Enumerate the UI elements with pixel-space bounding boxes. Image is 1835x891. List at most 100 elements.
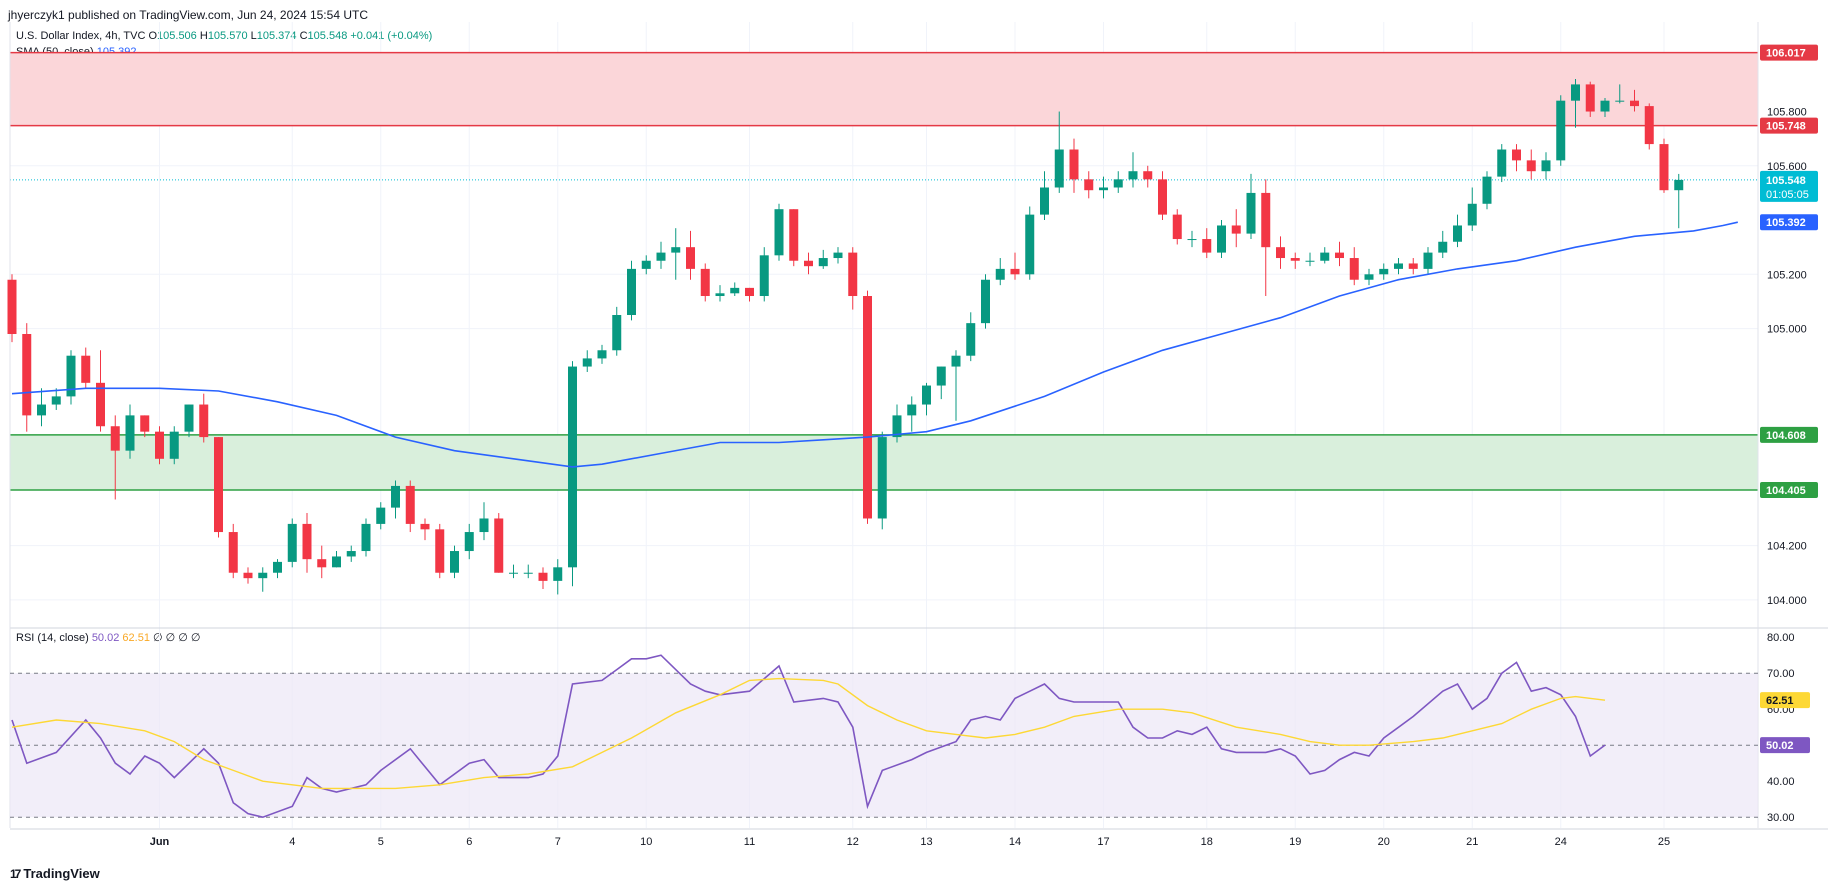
candle-body [627, 268, 636, 316]
candle-body [1099, 187, 1108, 191]
rsi-legend[interactable]: RSI (14, close) 50.02 62.51 ∅ ∅ ∅ ∅ [16, 631, 201, 644]
rsi-ma-value: 62.51 [122, 632, 150, 644]
time-tick-label: 13 [920, 836, 932, 848]
candle [1113, 171, 1123, 193]
candle [981, 274, 990, 329]
candle [1040, 171, 1049, 221]
candle [848, 247, 858, 310]
candle [1290, 252, 1300, 269]
rsi-ma-badge-bg [1760, 692, 1810, 709]
candle-body [833, 252, 843, 259]
candle-body [258, 572, 268, 579]
candle [715, 285, 725, 302]
tradingview-mark-icon: 17 [10, 866, 21, 881]
candle-body [140, 415, 150, 432]
candle-body [1231, 225, 1241, 234]
candle-body [1674, 179, 1684, 191]
candle [435, 523, 445, 579]
candle-body [1158, 179, 1167, 215]
candle [1659, 138, 1669, 193]
candle-body [1482, 176, 1492, 204]
candle [863, 290, 872, 524]
candle-body [1335, 252, 1344, 259]
candle [51, 388, 61, 410]
price-tick-label: 105.200 [1767, 269, 1807, 281]
candle [818, 249, 828, 269]
candle-body [1128, 171, 1138, 180]
candle-body [66, 355, 76, 397]
candle-body [479, 518, 489, 533]
candle-body [509, 572, 518, 574]
candle-body [391, 485, 400, 508]
candle [1438, 230, 1448, 259]
candle-body [877, 437, 887, 519]
candle-body [1084, 179, 1094, 191]
candle-body [464, 532, 474, 552]
candle-body [228, 532, 238, 573]
brand-name: TradingView [23, 866, 100, 881]
candle-body [700, 268, 710, 297]
candle [7, 274, 17, 343]
candle-body [22, 333, 32, 416]
sma-line [11, 221, 1738, 468]
candle [1644, 103, 1654, 150]
candle-body [1069, 149, 1079, 180]
time-tick-label: 18 [1201, 836, 1213, 848]
candle-body [1408, 263, 1418, 269]
time-tick-label: 6 [466, 836, 472, 848]
candle-body [1305, 260, 1315, 262]
candle-body [1320, 252, 1330, 261]
last-price-label-bg [1760, 170, 1818, 202]
candle [287, 518, 297, 568]
candle [745, 287, 754, 302]
candle [1394, 258, 1403, 275]
rsi-extra-values: ∅ ∅ ∅ ∅ [153, 632, 201, 644]
price-tick-label: 104.200 [1767, 541, 1807, 553]
close-label: C [299, 30, 308, 42]
time-tick-label: 19 [1289, 836, 1301, 848]
candle-body [818, 258, 828, 267]
candle-body [199, 404, 209, 438]
open-label: O [148, 30, 158, 42]
candle [568, 361, 577, 587]
candle-body [715, 293, 725, 297]
candle-body [671, 247, 681, 253]
sma-price-label-bg [1760, 214, 1818, 231]
support-top-label: 104.608 [1766, 430, 1806, 442]
tradingview-logo[interactable]: 17 TradingView [10, 866, 100, 881]
candle-body [892, 415, 902, 438]
rsi-tick-label: 40.00 [1767, 776, 1795, 788]
resistance-bottom-label: 105.748 [1766, 121, 1806, 133]
candle-body [1054, 149, 1064, 188]
candle [1099, 176, 1108, 199]
candle-body [1571, 84, 1580, 101]
time-tick-label: 14 [1009, 836, 1021, 848]
candle-body [1364, 274, 1374, 280]
candle [494, 513, 504, 573]
candle [1364, 268, 1374, 286]
symbol-name[interactable]: U.S. Dollar Index, 4h, TVC [16, 30, 146, 42]
candle [37, 388, 46, 427]
candle-body [1615, 100, 1625, 102]
candle-body [966, 323, 976, 356]
candle [332, 551, 341, 568]
candle-body [523, 572, 533, 574]
candle-body [848, 252, 858, 297]
candle-body [51, 396, 61, 405]
candle-body [1630, 100, 1639, 107]
candle [936, 366, 946, 400]
rsi-badge: 50.02 [1766, 740, 1794, 752]
candle-body [1541, 160, 1551, 172]
candle-body [804, 260, 813, 267]
candle-body [155, 431, 164, 459]
candle [538, 567, 548, 590]
support-top-label-bg [1760, 426, 1818, 443]
candle-body [214, 437, 223, 533]
rsi-ma-badge: 62.51 [1766, 695, 1794, 707]
candle-body [405, 485, 415, 524]
candle [155, 426, 164, 465]
change-value: +0.041 (+0.04%) [350, 30, 433, 42]
candle [1172, 209, 1182, 245]
candle-body [96, 382, 105, 427]
